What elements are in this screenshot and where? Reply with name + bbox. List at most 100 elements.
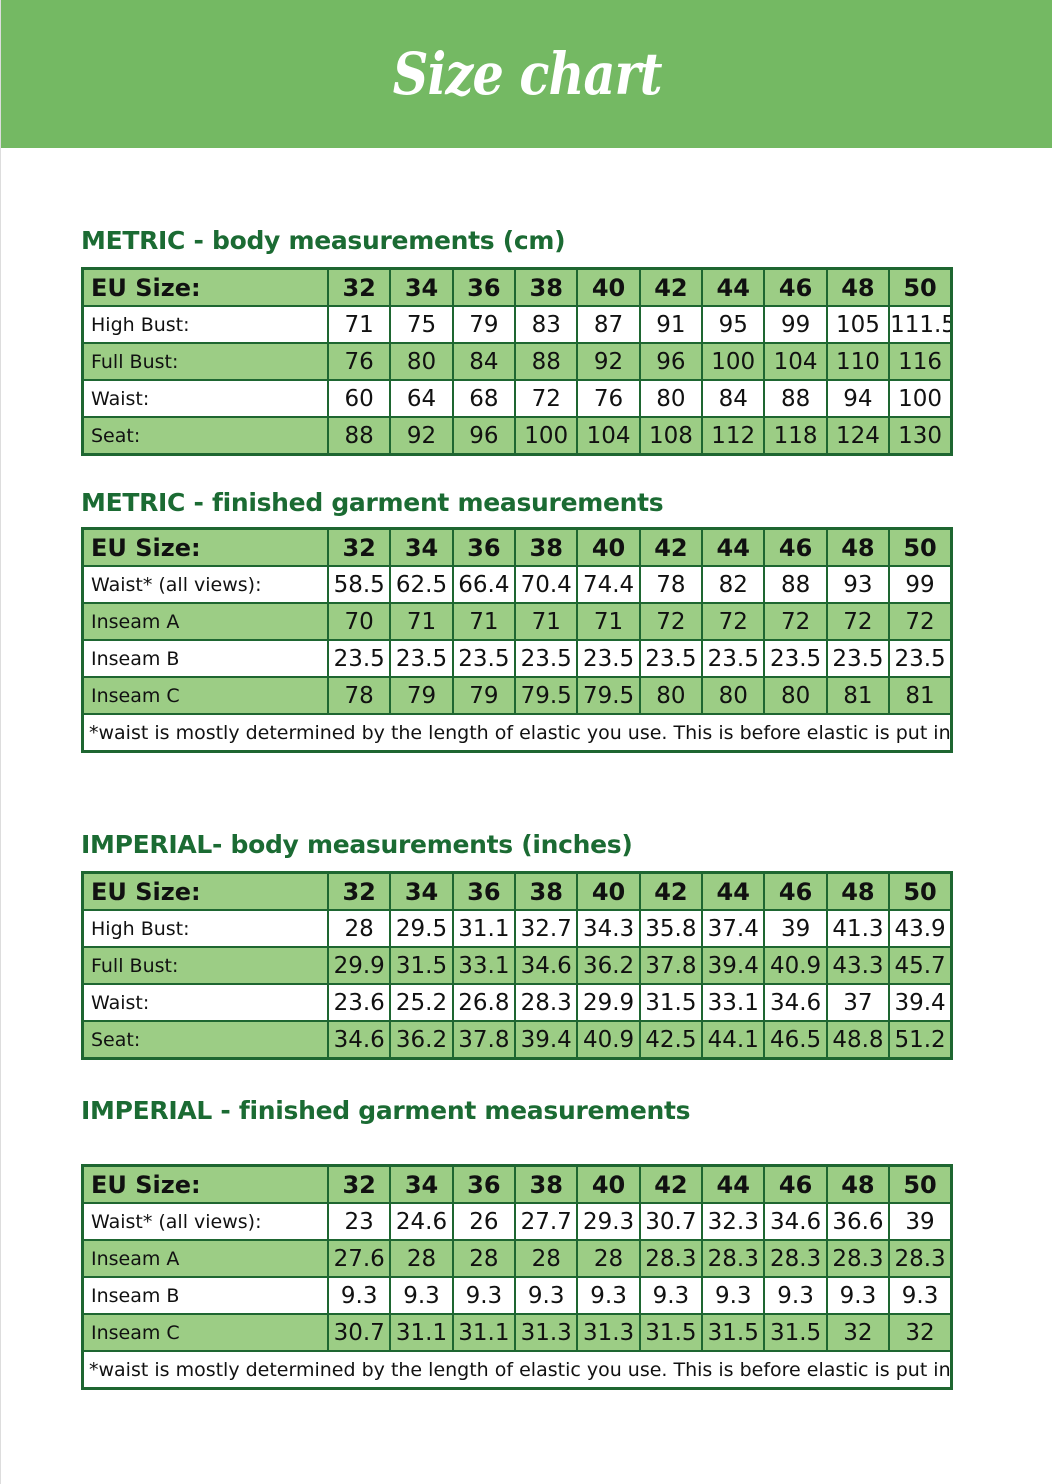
value-cell: 23.5 — [389, 639, 454, 678]
value-cell: 28.3 — [701, 1239, 766, 1278]
table-row: Seat: 88 92 96 100 104 108 112 118 124 130 — [81, 416, 953, 456]
value-cell: 72 — [638, 602, 704, 641]
value-cell: 88 — [326, 416, 392, 456]
value-cell: 9.3 — [763, 1276, 828, 1315]
size-header-cell: 46 — [763, 871, 828, 911]
row-label: High Bust: — [81, 305, 329, 344]
size-header-cell: 50 — [888, 527, 953, 567]
value-cell: 37.4 — [701, 909, 766, 948]
value-cell: 28 — [514, 1239, 579, 1278]
value-cell: 66.4 — [451, 565, 517, 604]
value-cell: 36.6 — [825, 1202, 891, 1241]
size-header-cell: 32 — [326, 527, 392, 567]
header-label: EU Size: — [81, 267, 329, 307]
value-cell: 9.3 — [888, 1276, 953, 1315]
value-cell: 23.5 — [514, 639, 579, 678]
value-cell: 43.9 — [888, 909, 953, 948]
value-cell: 108 — [638, 416, 704, 456]
value-cell: 118 — [763, 416, 828, 456]
value-cell: 94 — [825, 379, 891, 418]
value-cell: 72 — [888, 602, 953, 641]
value-cell: 34.6 — [763, 1202, 828, 1241]
value-cell: 40.9 — [763, 946, 828, 985]
value-cell: 26.8 — [451, 983, 517, 1022]
table-row: Inseam B 23.5 23.5 23.5 23.5 23.5 23.5 23.5 23.5… — [81, 639, 953, 678]
value-cell: 29.9 — [326, 946, 392, 985]
value-cell: 88 — [514, 342, 579, 381]
value-cell: 88 — [763, 379, 828, 418]
table-row: Full Bust: 76 80 84 88 92 96 100 104 110 116 — [81, 342, 953, 381]
value-cell: 64 — [389, 379, 454, 418]
value-cell: 95 — [701, 305, 766, 344]
header-row: EU Size: 32 34 36 38 40 42 44 46 48 50 — [81, 871, 953, 911]
value-cell: 60 — [326, 379, 392, 418]
size-header-cell: 48 — [825, 1164, 891, 1204]
size-header-cell: 42 — [638, 267, 704, 307]
value-cell: 99 — [763, 305, 828, 344]
value-cell: 76 — [576, 379, 641, 418]
value-cell: 80 — [638, 379, 704, 418]
value-cell: 92 — [389, 416, 454, 456]
value-cell: 39.4 — [888, 983, 953, 1022]
value-cell: 29.3 — [576, 1202, 641, 1241]
header-label: EU Size: — [81, 871, 329, 911]
size-header-cell: 32 — [326, 267, 392, 307]
value-cell: 79.5 — [576, 676, 641, 715]
value-cell: 9.3 — [701, 1276, 766, 1315]
value-cell: 9.3 — [451, 1276, 517, 1315]
value-cell: 36.2 — [389, 1020, 454, 1060]
row-label: Full Bust: — [81, 946, 329, 985]
table-row: High Bust: 28 29.5 31.1 32.7 34.3 35.8 37.4 39 41… — [81, 909, 953, 948]
value-cell: 88 — [763, 565, 828, 604]
value-cell: 79 — [451, 305, 517, 344]
table-row: Inseam B 9.3 9.3 9.3 9.3 9.3 9.3 9.3 9.3 9.3 9.3 — [81, 1276, 953, 1315]
value-cell: 37 — [825, 983, 891, 1022]
title-banner: Size chart — [1, 0, 1052, 148]
size-header-cell: 40 — [576, 527, 641, 567]
value-cell: 31.5 — [638, 1313, 704, 1352]
value-cell: 104 — [763, 342, 828, 381]
value-cell: 58.5 — [326, 565, 392, 604]
table-row: Inseam A 70 71 71 71 71 72 72 72 72 72 — [81, 602, 953, 641]
value-cell: 84 — [701, 379, 766, 418]
value-cell: 46.5 — [763, 1020, 828, 1060]
size-header-cell: 40 — [576, 267, 641, 307]
row-label: Inseam C — [81, 1313, 329, 1352]
size-header-cell: 38 — [514, 527, 579, 567]
value-cell: 104 — [576, 416, 641, 456]
value-cell: 28.3 — [888, 1239, 953, 1278]
size-header-cell: 34 — [389, 527, 454, 567]
value-cell: 71 — [576, 602, 641, 641]
value-cell: 124 — [825, 416, 891, 456]
size-header-cell: 42 — [638, 1164, 704, 1204]
section-heading-metric-body: METRIC - body measurements (cm) — [81, 226, 566, 255]
value-cell: 80 — [701, 676, 766, 715]
value-cell: 71 — [451, 602, 517, 641]
value-cell: 9.3 — [576, 1276, 641, 1315]
section-heading-imperial-garment: IMPERIAL - finished garment measurements — [81, 1096, 691, 1125]
value-cell: 80 — [638, 676, 704, 715]
size-header-cell: 44 — [701, 1164, 766, 1204]
value-cell: 31.1 — [451, 909, 517, 948]
value-cell: 39 — [888, 1202, 953, 1241]
value-cell: 42.5 — [638, 1020, 704, 1060]
value-cell: 91 — [638, 305, 704, 344]
table-row: Waist* (all views): 58.5 62.5 66.4 70.4 74.4 7… — [81, 565, 953, 604]
value-cell: 72 — [514, 379, 579, 418]
row-label: Waist: — [81, 379, 329, 418]
size-header-cell: 36 — [451, 267, 517, 307]
value-cell: 34.6 — [326, 1020, 392, 1060]
value-cell: 34.6 — [514, 946, 579, 985]
size-header-cell: 50 — [888, 267, 953, 307]
value-cell: 32.3 — [701, 1202, 766, 1241]
value-cell: 48.8 — [825, 1020, 891, 1060]
row-label: Inseam A — [81, 1239, 329, 1278]
footnote: *waist is mostly determined by the lengt… — [81, 1350, 953, 1390]
size-header-cell: 44 — [701, 871, 766, 911]
value-cell: 29.5 — [389, 909, 454, 948]
value-cell: 76 — [326, 342, 392, 381]
size-header-cell: 38 — [514, 1164, 579, 1204]
value-cell: 39.4 — [701, 946, 766, 985]
value-cell: 29.9 — [576, 983, 641, 1022]
header-label: EU Size: — [81, 527, 329, 567]
